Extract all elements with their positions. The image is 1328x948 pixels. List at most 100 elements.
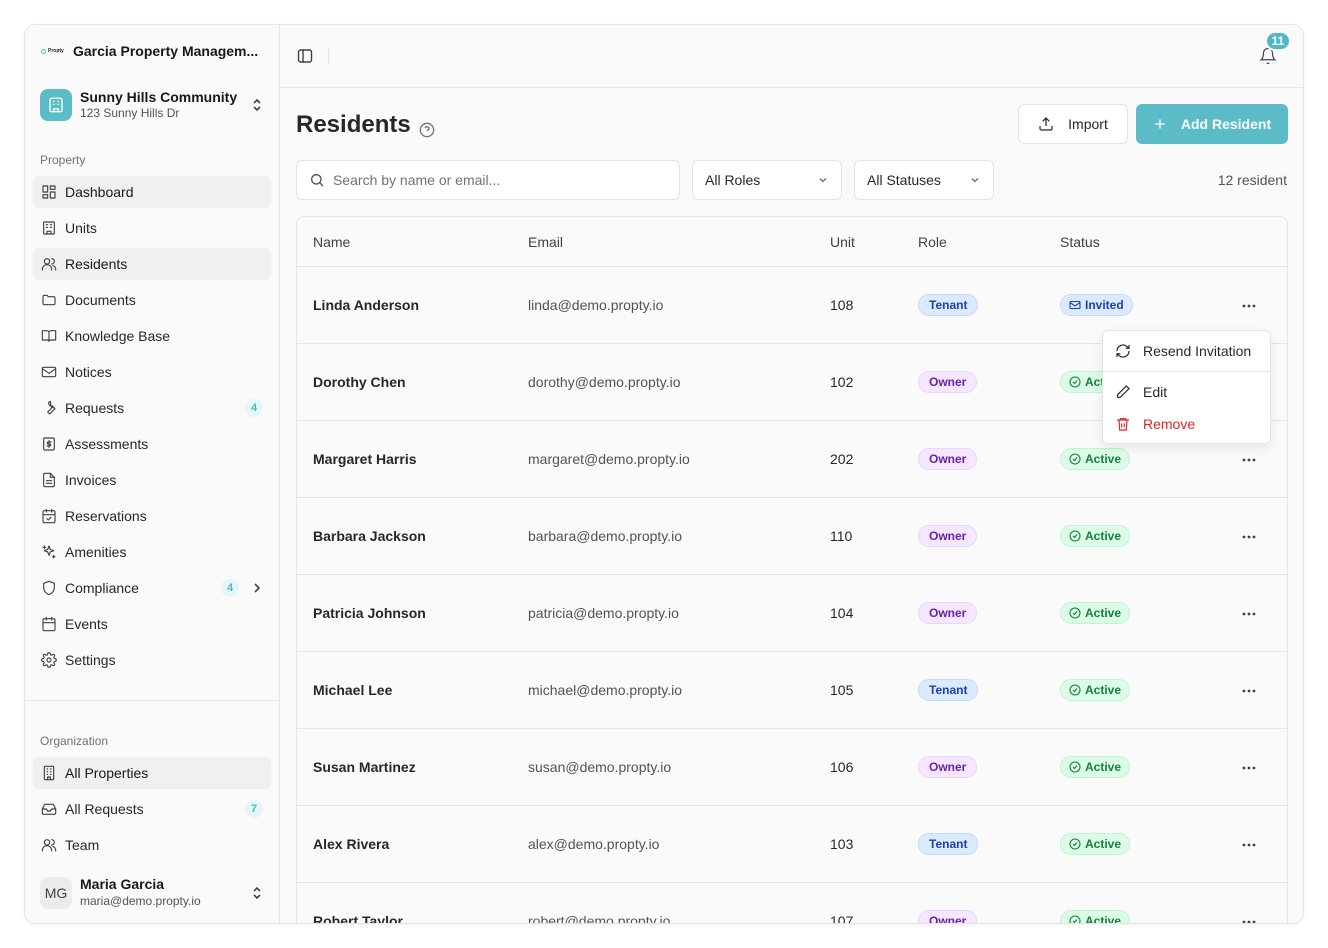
import-button[interactable]: Import (1018, 104, 1128, 144)
sidebar-item-residents[interactable]: Residents (33, 248, 271, 280)
table-row[interactable]: Michael Lee michael@demo.propty.io 105 Tena… (297, 652, 1287, 729)
sidebar-item-notices[interactable]: Notices (33, 356, 271, 388)
resend-invitation-menu-item[interactable]: Resend Invitation (1107, 335, 1266, 367)
status-label: Active (1085, 760, 1122, 774)
sidebar-item-all-properties[interactable]: All Properties (33, 757, 271, 789)
notification-badge: 11 (1265, 31, 1291, 51)
status-filter-select[interactable]: All Statuses (854, 160, 994, 200)
sidebar-item-label: Events (65, 616, 108, 632)
status-label: Active (1085, 529, 1122, 543)
topbar-separator (328, 47, 329, 65)
column-header-unit[interactable]: Unit (830, 234, 855, 250)
column-header-status[interactable]: Status (1060, 234, 1100, 250)
sidebar-item-invoices[interactable]: Invoices (33, 464, 271, 496)
sidebar-item-label: Dashboard (65, 184, 134, 200)
brand[interactable]: Propty Garcia Property Managem... (41, 43, 263, 59)
column-header-role[interactable]: Role (918, 234, 947, 250)
sidebar-item-amenities[interactable]: Amenities (33, 536, 271, 568)
sidebar-item-label: Invoices (65, 472, 117, 488)
sidebar-item-label: Amenities (65, 544, 127, 560)
edit-label: Edit (1143, 384, 1168, 400)
sidebar-item-requests[interactable]: Requests 4 (33, 392, 271, 424)
calendar-check-icon (41, 508, 57, 524)
resident-name: Dorothy Chen (313, 374, 406, 390)
sidebar-item-dashboard[interactable]: Dashboard (33, 176, 271, 208)
more-actions-icon[interactable] (1239, 527, 1259, 547)
user-menu[interactable]: MG Maria Garcia maria@demo.propty.io (40, 876, 265, 909)
sidebar-item-compliance[interactable]: Compliance 4 (33, 572, 271, 604)
table-row[interactable]: Alex Rivera alex@demo.propty.io 103 Tenant A… (297, 806, 1287, 883)
role-badge: Tenant (918, 833, 979, 855)
sidebar-item-events[interactable]: Events (33, 608, 271, 640)
resident-name: Susan Martinez (313, 759, 416, 775)
more-actions-icon[interactable] (1239, 604, 1259, 624)
more-actions-icon[interactable] (1239, 296, 1259, 316)
status-label: Active (1085, 914, 1122, 924)
remove-menu-item[interactable]: Remove (1107, 408, 1266, 440)
sidebar-item-label: Requests (65, 400, 125, 416)
building-icon (40, 89, 72, 121)
more-actions-icon[interactable] (1239, 681, 1259, 701)
role-filter-value: All Roles (705, 172, 761, 188)
calendar-icon (41, 616, 57, 632)
edit-menu-item[interactable]: Edit (1107, 376, 1266, 408)
sidebar-item-assessments[interactable]: Assessments (33, 428, 271, 460)
table-row[interactable]: Barbara Jackson barbara@demo.propty.io 110… (297, 498, 1287, 575)
sidebar-item-team[interactable]: Team (33, 829, 271, 861)
section-label-organization: Organization (40, 734, 109, 748)
role-badge: Owner (918, 448, 978, 470)
org-name: Garcia Property Managem... (73, 43, 259, 59)
more-actions-icon[interactable] (1239, 835, 1259, 855)
status-label: Active (1085, 837, 1122, 851)
search-field[interactable] (296, 160, 680, 200)
count-badge: 4 (245, 399, 263, 417)
more-actions-icon[interactable] (1239, 758, 1259, 778)
sidebar-toggle-icon[interactable] (296, 47, 314, 65)
column-header-email[interactable]: Email (528, 234, 564, 250)
resident-unit: 108 (830, 297, 854, 313)
table-row[interactable]: Linda Anderson linda@demo.propty.io 108 Ten… (297, 267, 1287, 344)
chevron-right-icon (253, 582, 263, 594)
sidebar-item-reservations[interactable]: Reservations (33, 500, 271, 532)
resident-name: Robert Taylor (313, 913, 403, 924)
trash-icon (1117, 418, 1129, 431)
sidebar-item-knowledge-base[interactable]: Knowledge Base (33, 320, 271, 352)
status-label: Active (1085, 683, 1122, 697)
sidebar-item-units[interactable]: Units (33, 212, 271, 244)
sidebar-item-label: Settings (65, 652, 116, 668)
status-badge: Active (1060, 448, 1131, 470)
sidebar-item-label: Compliance (65, 580, 139, 596)
resident-unit: 202 (830, 451, 854, 467)
import-label: Import (1068, 116, 1108, 132)
role-filter-select[interactable]: All Roles (692, 160, 842, 200)
table-row[interactable]: Patricia Johnson patricia@demo.propty.io 1… (297, 575, 1287, 652)
more-actions-icon[interactable] (1239, 450, 1259, 470)
column-header-name[interactable]: Name (313, 234, 351, 250)
sidebar-divider (25, 700, 280, 701)
more-actions-icon[interactable] (1239, 912, 1259, 923)
user-name: Maria Garcia (80, 876, 165, 892)
page-title: Residents (296, 111, 435, 139)
resident-name: Linda Anderson (313, 297, 420, 313)
sidebar-item-settings[interactable]: Settings (33, 644, 271, 676)
table-body: Linda Anderson linda@demo.propty.io 108 Ten… (297, 267, 1287, 924)
chevron-down-icon (819, 177, 827, 183)
community-switcher[interactable]: Sunny Hills Community 123 Sunny Hills Dr (40, 88, 265, 122)
table-row[interactable]: Susan Martinez susan@demo.propty.io 106 Own… (297, 729, 1287, 806)
sidebar-item-all-requests[interactable]: All Requests 7 (33, 793, 271, 825)
resident-name: Patricia Johnson (313, 605, 426, 621)
role-badge: Owner (918, 371, 978, 393)
property-nav: Dashboard Units Residents Documents Knowledg… (33, 176, 271, 680)
resident-name: Margaret Harris (313, 451, 417, 467)
help-icon[interactable] (419, 117, 435, 138)
table-row[interactable]: Margaret Harris margaret@demo.propty.io 20… (297, 421, 1287, 498)
sidebar-item-documents[interactable]: Documents (33, 284, 271, 316)
file-icon (41, 472, 57, 488)
sidebar-item-label: Notices (65, 364, 112, 380)
resident-unit: 102 (830, 374, 854, 390)
table-row[interactable]: Robert Taylor robert@demo.propty.io 107 Own… (297, 883, 1287, 924)
app-window: Propty Garcia Property Managem... Sunny … (24, 24, 1304, 924)
resident-email: margaret@demo.propty.io (528, 451, 690, 467)
search-input[interactable] (333, 172, 663, 188)
add-resident-button[interactable]: Add Resident (1136, 104, 1288, 144)
